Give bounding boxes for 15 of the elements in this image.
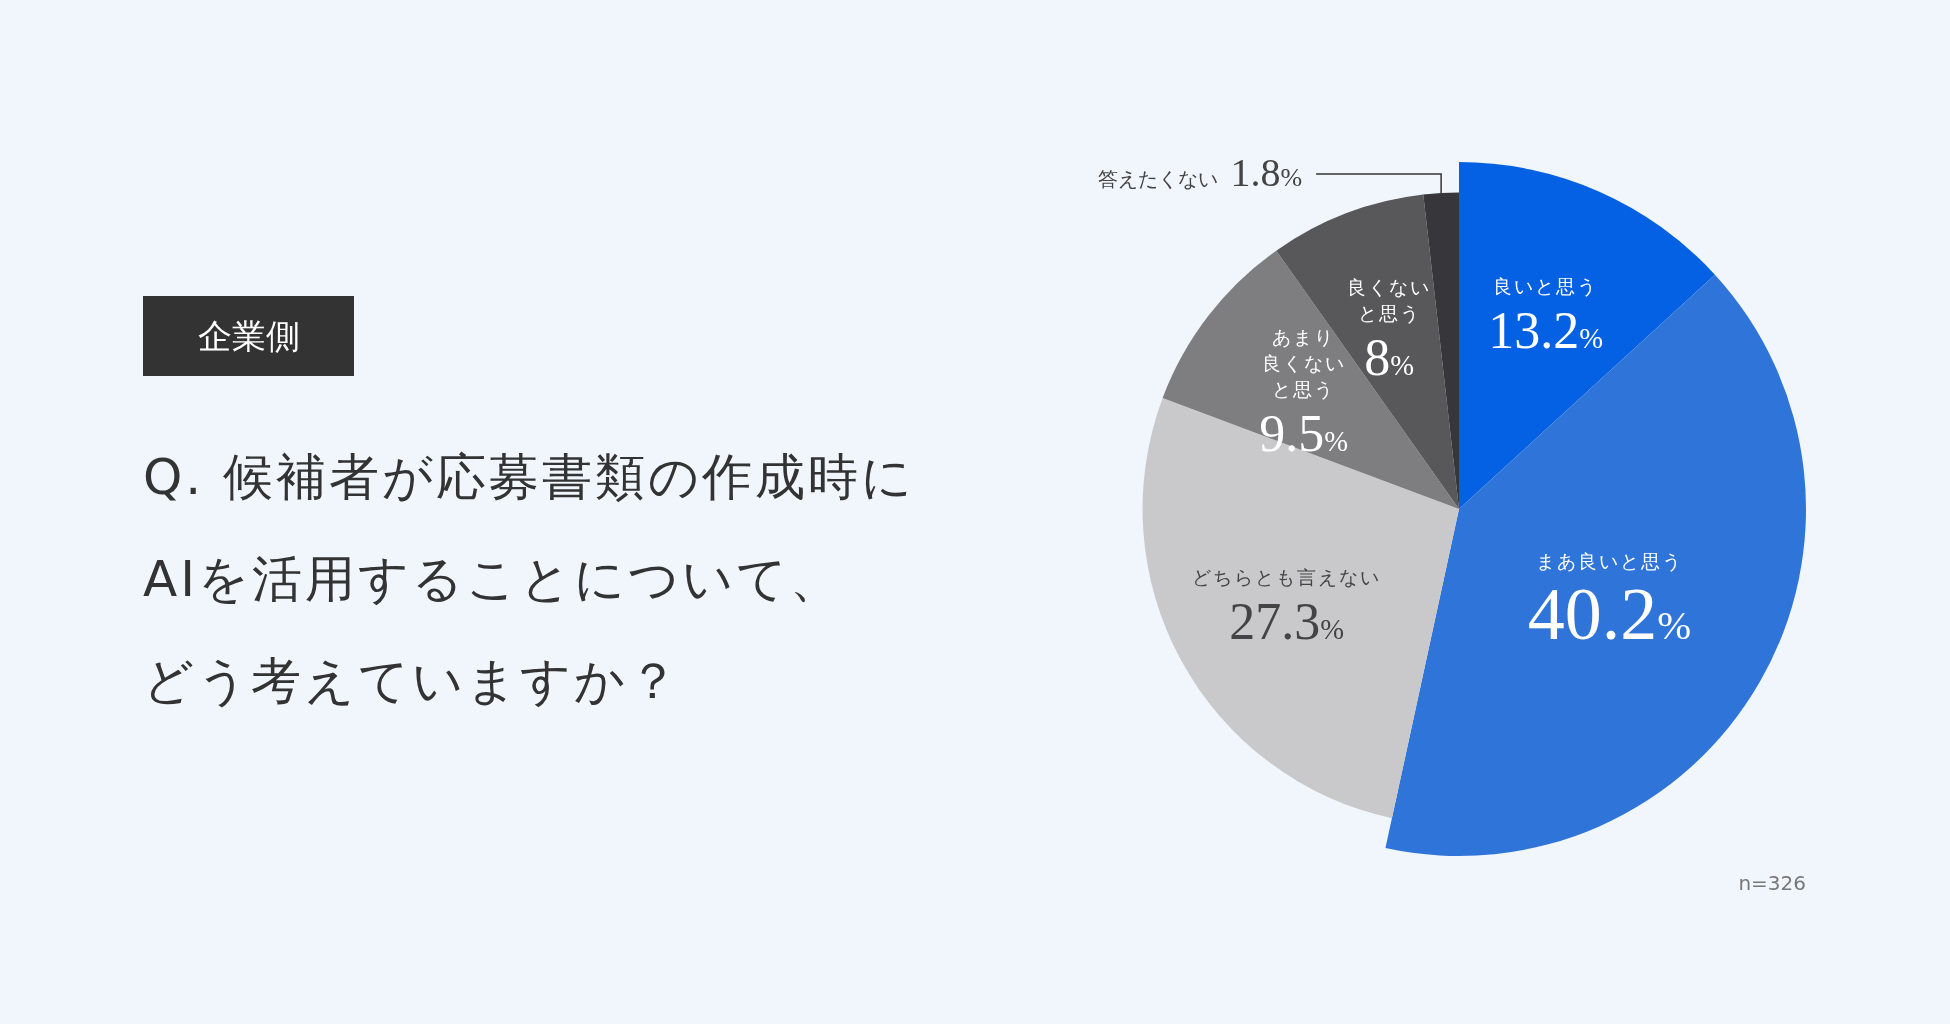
slice-label: 答えたくない (1098, 167, 1225, 191)
slice-label: まあ良いと思う (1535, 549, 1683, 572)
slice-label: どちらとも言えない (1192, 566, 1382, 589)
text: 企業側 (197, 316, 300, 356)
text: Q. 候補者が応募書類の作成時にAIを活用することについて、どう考えていますか？ (143, 448, 916, 710)
slice-label: 良くないと思う (1347, 275, 1432, 324)
text: n=326 (1738, 871, 1806, 895)
slice-label: あまり良くないと思う (1261, 326, 1346, 401)
data-label: 8% (1364, 328, 1414, 386)
slice-label: 良いと思う (1493, 275, 1599, 298)
data-label: 27.3% (1229, 593, 1345, 651)
data-label: 13.2% (1488, 302, 1604, 360)
data-label: 9.5% (1259, 405, 1348, 463)
data-label: 1.8% (1230, 150, 1303, 195)
data-label: 40.2% (1527, 573, 1692, 656)
